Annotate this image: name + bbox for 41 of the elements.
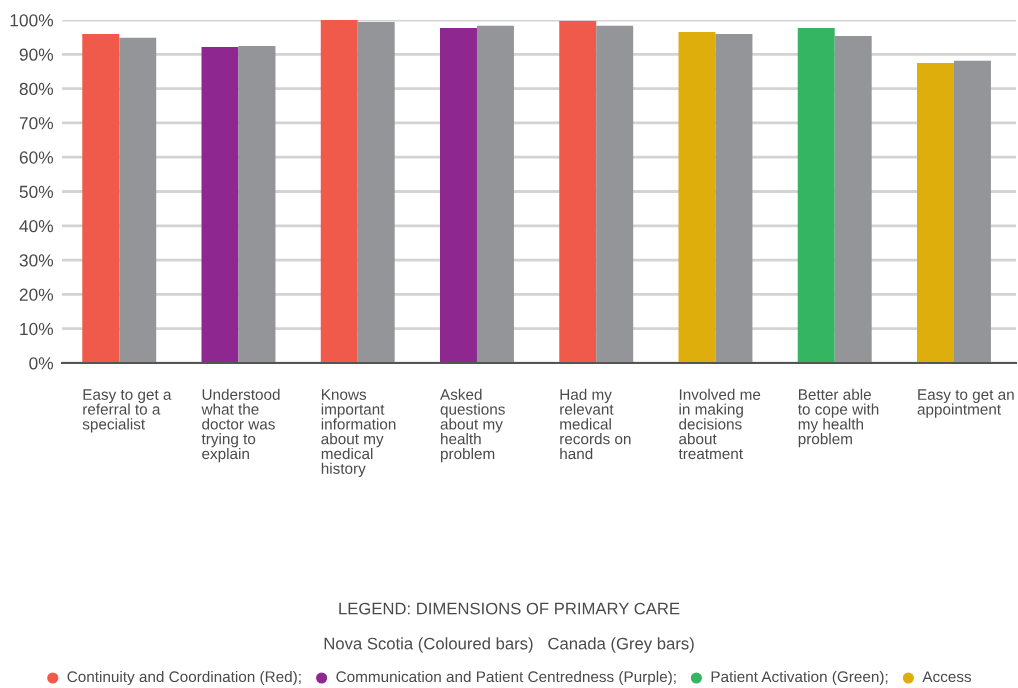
text: Access	[922, 671, 972, 683]
bar	[715, 34, 753, 363]
y-tick-label: 60%	[19, 151, 54, 164]
y-tick-label: 70%	[19, 117, 54, 130]
bar	[596, 25, 634, 363]
x-tick-label: Understood what the doctor was trying to explain	[201, 388, 280, 463]
y-tick-label: 30%	[19, 254, 54, 267]
x-tick-label: Easy to get an appointment	[917, 389, 1014, 418]
bar	[797, 27, 835, 363]
x-tick-label: Asked questions about my health problem	[440, 388, 505, 463]
bar	[82, 34, 120, 363]
text: Communication and Patient Centredness (Purple);	[336, 670, 676, 686]
x-tick-label: Involved me in making decisions about treatment	[678, 388, 761, 460]
bar	[320, 20, 358, 363]
text: Nova Scotia (Coloured bars) Canada (Grey bars)	[324, 637, 694, 653]
bar	[476, 25, 514, 363]
x-tick-label: Had my relevant medical records on hand	[560, 388, 631, 460]
x-tick-label: Better able to cope with my health problem	[797, 388, 879, 448]
y-tick-label: 90%	[19, 48, 54, 61]
bar	[357, 22, 395, 363]
x-tick-label: Knows important information about my medical history	[321, 389, 396, 477]
y-tick-label: 50%	[19, 185, 54, 198]
bar	[678, 32, 716, 363]
y-tick-label: 20%	[19, 288, 54, 301]
y-tick-label: 0%	[29, 357, 54, 370]
bar	[201, 47, 239, 363]
y-tick-label: 80%	[19, 82, 54, 96]
bar	[559, 21, 597, 363]
bar	[119, 37, 157, 363]
x-tick-label: Easy to get a referral to a specialist	[82, 389, 172, 433]
bar	[953, 60, 991, 363]
bar	[238, 46, 276, 363]
bar	[834, 36, 872, 363]
bar	[916, 62, 954, 363]
y-tick-label: 40%	[19, 219, 54, 233]
y-tick-label: 10%	[20, 322, 54, 336]
text: Continuity and Coordination (Red);	[67, 670, 301, 686]
y-tick-label: 100%	[10, 14, 54, 27]
text: LEGEND: DIMENSIONS OF PRIMARY CARE	[339, 602, 680, 615]
text: Patient Activation (Green);	[711, 670, 888, 686]
bar	[440, 27, 477, 363]
